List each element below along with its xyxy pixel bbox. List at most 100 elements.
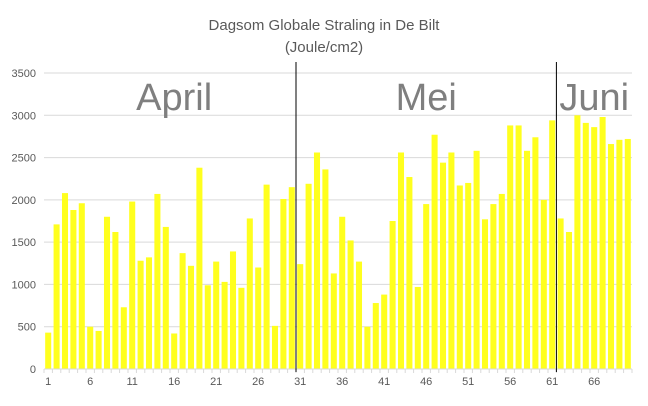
bar — [297, 264, 304, 369]
bar — [70, 210, 77, 369]
bar — [389, 221, 396, 369]
month-label: April — [136, 77, 212, 119]
bar — [162, 226, 169, 369]
bar — [582, 122, 589, 369]
bar — [431, 134, 438, 369]
bar — [271, 325, 279, 369]
bar — [406, 177, 413, 369]
bar — [490, 204, 497, 369]
x-tick-label: 56 — [504, 376, 516, 388]
x-tick-label: 46 — [420, 376, 432, 388]
y-tick-label: 0 — [30, 364, 36, 376]
x-tick-label: 41 — [378, 376, 390, 388]
bar — [574, 115, 581, 370]
y-tick-label: 3000 — [12, 110, 36, 122]
bar — [591, 127, 598, 369]
bar — [87, 326, 94, 369]
bar — [465, 182, 472, 369]
bar — [439, 162, 447, 369]
bar — [305, 183, 312, 369]
bar — [507, 125, 514, 369]
bar — [339, 216, 346, 369]
bar — [313, 152, 321, 369]
bar — [448, 152, 455, 369]
bar — [456, 185, 463, 369]
bar — [204, 285, 211, 369]
x-tick-label: 6 — [87, 376, 93, 388]
bar — [565, 231, 573, 369]
bar — [263, 184, 270, 369]
x-tick-label: 26 — [252, 376, 264, 388]
bar — [45, 332, 52, 369]
x-tick-label: 1 — [45, 376, 51, 388]
bar — [288, 187, 295, 369]
bar — [171, 333, 178, 369]
bar — [221, 281, 228, 369]
bar — [397, 152, 405, 369]
y-tick-label: 500 — [18, 322, 36, 334]
bar — [246, 218, 253, 369]
bar — [481, 219, 489, 369]
bar — [498, 193, 505, 369]
bar — [557, 218, 564, 369]
bar — [187, 265, 195, 369]
chart-title: Dagsom Globale Straling in De Bilt — [209, 17, 441, 34]
y-tick-label: 3500 — [12, 68, 36, 80]
bar — [347, 240, 354, 369]
bars — [45, 115, 631, 370]
bar — [145, 257, 153, 369]
x-tick-label: 36 — [336, 376, 348, 388]
bar — [179, 253, 186, 369]
bar — [473, 150, 480, 369]
bar — [549, 120, 556, 369]
x-tick-label: 61 — [546, 376, 558, 388]
y-tick-label: 2500 — [12, 153, 36, 165]
bar — [95, 330, 102, 369]
chart-subtitle: (Joule/cm2) — [285, 39, 363, 56]
bar — [355, 261, 363, 369]
y-tick-label: 1500 — [12, 237, 36, 249]
y-tick-label: 1000 — [12, 279, 36, 291]
month-label: Juni — [559, 77, 629, 119]
bar — [624, 138, 631, 369]
bar — [599, 116, 606, 369]
y-tick-label: 2000 — [12, 195, 36, 207]
month-labels: April Mei Juni — [136, 77, 629, 119]
x-tick-label: 31 — [294, 376, 306, 388]
bar — [137, 260, 144, 369]
bar — [112, 231, 119, 369]
bar — [616, 139, 623, 369]
bar — [607, 144, 615, 369]
bar — [255, 267, 262, 369]
bar — [523, 150, 531, 369]
bar — [414, 286, 421, 369]
bar — [423, 204, 430, 369]
bar — [61, 193, 69, 369]
bar — [103, 216, 111, 369]
bar — [372, 303, 379, 369]
bar — [229, 251, 237, 369]
month-label: Mei — [396, 77, 457, 119]
bar — [322, 169, 329, 369]
x-tick-label: 11 — [126, 376, 137, 388]
bar — [78, 203, 85, 369]
x-tick-label: 21 — [210, 376, 222, 388]
bar — [280, 199, 287, 369]
bar — [532, 137, 539, 369]
bar — [330, 273, 337, 369]
x-tick-label: 66 — [588, 376, 600, 388]
x-tick-label: 51 — [462, 376, 474, 388]
bar — [515, 125, 522, 369]
bar — [364, 326, 371, 369]
x-tick-label: 16 — [168, 376, 180, 388]
bar — [129, 201, 136, 369]
bar — [53, 224, 60, 369]
bar — [154, 193, 161, 369]
month-dividers — [295, 62, 557, 372]
bar — [540, 199, 547, 369]
bar — [381, 294, 388, 369]
bar — [213, 261, 220, 369]
bar — [238, 287, 245, 369]
